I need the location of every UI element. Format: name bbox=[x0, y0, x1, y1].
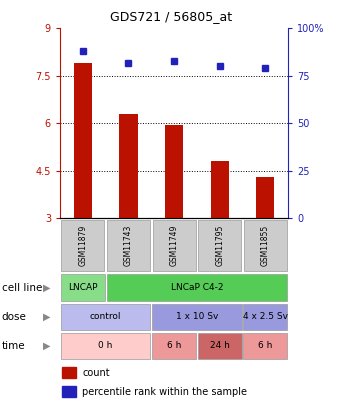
Text: 24 h: 24 h bbox=[210, 341, 229, 350]
Text: control: control bbox=[90, 312, 121, 321]
Bar bbox=[107, 275, 287, 301]
Text: ▶: ▶ bbox=[43, 341, 50, 351]
Bar bbox=[211, 161, 229, 218]
Bar bbox=[61, 220, 104, 271]
Bar bbox=[62, 386, 76, 397]
Bar bbox=[244, 220, 287, 271]
Text: GSM11879: GSM11879 bbox=[78, 225, 87, 266]
Text: 0 h: 0 h bbox=[98, 341, 113, 350]
Bar bbox=[244, 304, 287, 330]
Text: 1 x 10 Sv: 1 x 10 Sv bbox=[176, 312, 218, 321]
Bar bbox=[61, 333, 150, 359]
Text: cell line: cell line bbox=[2, 283, 42, 292]
Bar bbox=[61, 275, 105, 301]
Bar bbox=[74, 63, 92, 218]
Text: LNCaP C4-2: LNCaP C4-2 bbox=[170, 283, 223, 292]
Text: 4 x 2.5 Sv: 4 x 2.5 Sv bbox=[243, 312, 288, 321]
Bar bbox=[62, 367, 76, 378]
Text: ▶: ▶ bbox=[43, 312, 50, 322]
Text: 6 h: 6 h bbox=[167, 341, 181, 350]
Bar bbox=[165, 125, 183, 218]
Bar bbox=[244, 333, 287, 359]
Text: dose: dose bbox=[2, 312, 27, 322]
Text: GSM11795: GSM11795 bbox=[215, 225, 224, 266]
Bar bbox=[119, 114, 138, 218]
Text: LNCAP: LNCAP bbox=[68, 283, 98, 292]
Text: GDS721 / 56805_at: GDS721 / 56805_at bbox=[110, 10, 233, 23]
Bar bbox=[256, 177, 274, 218]
Bar bbox=[198, 333, 241, 359]
Bar bbox=[107, 220, 150, 271]
Text: 6 h: 6 h bbox=[258, 341, 272, 350]
Text: time: time bbox=[2, 341, 25, 351]
Bar bbox=[198, 220, 241, 271]
Text: ▶: ▶ bbox=[43, 283, 50, 292]
Text: GSM11749: GSM11749 bbox=[169, 225, 179, 266]
Bar bbox=[61, 304, 150, 330]
Text: GSM11743: GSM11743 bbox=[124, 225, 133, 266]
Bar bbox=[152, 304, 241, 330]
Text: percentile rank within the sample: percentile rank within the sample bbox=[82, 388, 247, 397]
Text: count: count bbox=[82, 368, 110, 378]
Bar bbox=[152, 333, 196, 359]
Bar bbox=[153, 220, 196, 271]
Text: GSM11855: GSM11855 bbox=[261, 225, 270, 266]
